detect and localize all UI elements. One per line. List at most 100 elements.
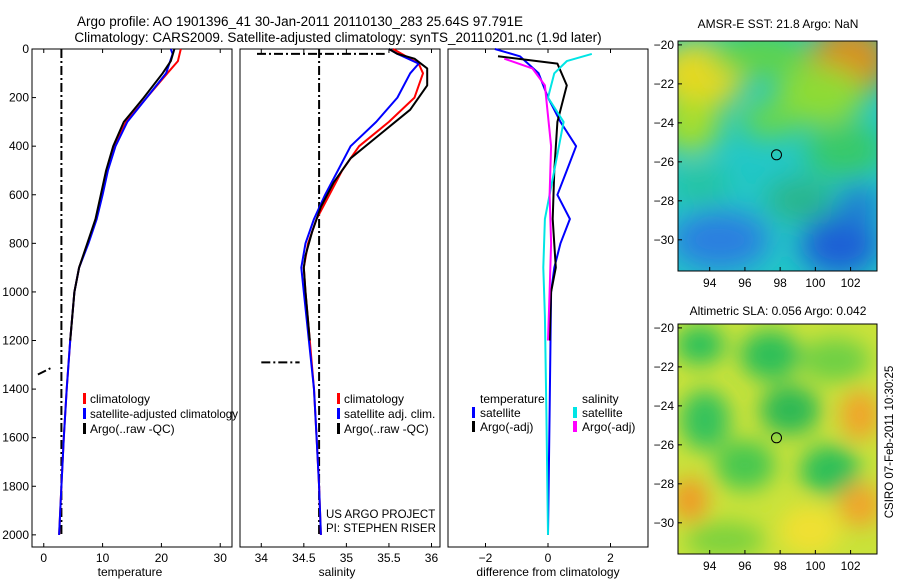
legend-swatch-argo [337, 423, 340, 434]
x-tick-label: 102 [841, 276, 861, 290]
y-tick-label: −20 [654, 38, 675, 52]
series-line-temperature-argo-adj [497, 55, 568, 341]
legend-swatch-climatology [337, 393, 340, 404]
temperature-x-label: temperature [98, 565, 163, 579]
difference-legend: temperature satellite Argo(-adj) salinit… [472, 392, 635, 434]
temperature-legend: climatology satellite-adjusted climatolo… [83, 392, 238, 436]
legend-label-climatology: climatology [344, 392, 404, 406]
sst-heatmap [678, 41, 877, 271]
sla-map-title: Altimetric SLA: 0.056 Argo: 0.042 [690, 304, 867, 318]
y-tick-label: −22 [654, 360, 675, 374]
salinity-x-ticks: 34 34.5 35 35.5 36 [255, 49, 439, 565]
y-tick-label: −20 [654, 321, 675, 335]
legend-label-sal-argo: Argo(-adj) [582, 420, 635, 434]
series-line-salinity-satellite [542, 52, 593, 535]
x-tick-label: 98 [773, 276, 787, 290]
series-line-salinity-argo-adj [503, 57, 553, 341]
legend-group-salinity: salinity [582, 392, 619, 406]
x-tick-label: 0 [40, 551, 47, 565]
figure-title-line1: Argo profile: AO 1901396_41 30-Jan-2011 … [77, 14, 523, 29]
y-tick-label: 1000 [2, 285, 29, 299]
y-tick-label: −24 [654, 116, 675, 130]
sla-axes-frame [677, 323, 878, 555]
difference-x-label: difference from climatology [476, 565, 619, 579]
y-tick-label: 2000 [2, 528, 29, 542]
temperature-y-ticks: 0 200 400 600 800 1000 1200 1400 1600 1800 2000 [2, 42, 36, 542]
sla-y-ticks: −20 −22 −24 −26 −28 −30 [654, 321, 682, 530]
legend-label-satellite: satellite adj. clim. [344, 407, 435, 421]
x-tick-label: 100 [805, 559, 825, 573]
legend-swatch-argo [83, 423, 86, 434]
sst-axes-frame [677, 40, 878, 272]
temperature-lines [37, 48, 182, 535]
series-line-satellite-adjusted-climatology [58, 48, 174, 535]
salinity-x-label: salinity [319, 565, 356, 579]
y-tick-label: −24 [654, 399, 675, 413]
y-tick-label: −30 [654, 233, 675, 247]
legend-swatch-temp-argo [472, 421, 475, 432]
x-tick-label: 35 [340, 551, 354, 565]
x-tick-label: 2 [607, 551, 614, 565]
legend-group-temperature: temperature [480, 392, 545, 406]
x-tick-label: 96 [738, 559, 752, 573]
x-tick-label: 0 [545, 551, 552, 565]
y-tick-label: 1800 [2, 479, 29, 493]
legend-swatch-satellite [83, 408, 86, 419]
x-tick-label: 34 [255, 551, 269, 565]
series-line-satellite-adj-clim [300, 48, 420, 535]
pi-credit: PI: STEPHEN RISER [326, 523, 436, 535]
x-tick-label: 102 [841, 559, 861, 573]
temperature-x-ticks: 0 10 20 30 [40, 49, 227, 565]
legend-label-argo: Argo(..raw -QC) [90, 422, 175, 436]
sla-heatmap [678, 324, 877, 554]
x-tick-label: 30 [214, 551, 228, 565]
y-tick-label: −26 [654, 438, 675, 452]
series-line-climatology [302, 48, 424, 535]
series-line-argo-raw-qc [69, 48, 176, 341]
argo-location-marker [771, 432, 782, 444]
series-line-argo-raw-qc [302, 48, 429, 341]
x-tick-label: 94 [703, 276, 717, 290]
legend-swatch-temp-satellite [472, 407, 475, 418]
difference-x-ticks: −2 0 2 [479, 49, 614, 565]
difference-panel: −2 0 2 difference from climatology tempera… [447, 48, 649, 579]
sla-x-ticks: 94 96 98 100 102 [703, 550, 861, 573]
y-tick-label: 0 [22, 42, 29, 56]
x-tick-label: −2 [479, 551, 493, 565]
y-tick-label: 400 [9, 139, 29, 153]
sst-x-ticks: 94 96 98 100 102 [703, 267, 861, 290]
argo-location-marker [771, 149, 782, 161]
y-tick-label: 800 [9, 236, 29, 250]
legend-label-climatology: climatology [90, 392, 150, 406]
x-tick-label: 10 [96, 551, 110, 565]
timestamp-credit: CSIRO 07-Feb-2011 10:30:25 [884, 366, 896, 519]
legend-swatch-sal-satellite [573, 407, 577, 418]
sst-map-panel: AMSR-E SST: 21.8 Argo: NaN 94 96 98 100 102 … [654, 17, 878, 290]
y-tick-label: −26 [654, 155, 675, 169]
legend-swatch-climatology [83, 393, 86, 404]
salinity-panel: 34 34.5 35 35.5 36 salinity climatology sate… [239, 48, 441, 579]
y-tick-label: 1400 [2, 382, 29, 396]
difference-lines [494, 48, 593, 535]
x-tick-label: 98 [773, 559, 787, 573]
legend-swatch-sal-argo [573, 421, 577, 432]
legend-swatch-satellite [337, 408, 340, 419]
x-tick-label: 35.5 [377, 551, 401, 565]
y-tick-label: −22 [654, 77, 675, 91]
x-tick-label: 100 [805, 276, 825, 290]
legend-label-sal-satellite: satellite [582, 406, 623, 420]
legend-label-temp-argo: Argo(-adj) [480, 420, 533, 434]
salinity-lines [257, 48, 429, 535]
figure-title-line2: Climatology: CARS2009. Satellite-adjuste… [74, 30, 601, 45]
legend-label-satellite: satellite-adjusted climatology [90, 407, 238, 421]
x-tick-label: 34.5 [292, 551, 316, 565]
x-tick-label: 36 [425, 551, 439, 565]
legend-label-temp-satellite: satellite [480, 406, 521, 420]
y-tick-label: −30 [654, 516, 675, 530]
reference-dashdot-line [37, 366, 54, 376]
y-tick-label: 1600 [2, 431, 29, 445]
y-tick-label: −28 [654, 194, 675, 208]
y-tick-label: 600 [9, 188, 29, 202]
salinity-axes-frame [239, 48, 441, 548]
